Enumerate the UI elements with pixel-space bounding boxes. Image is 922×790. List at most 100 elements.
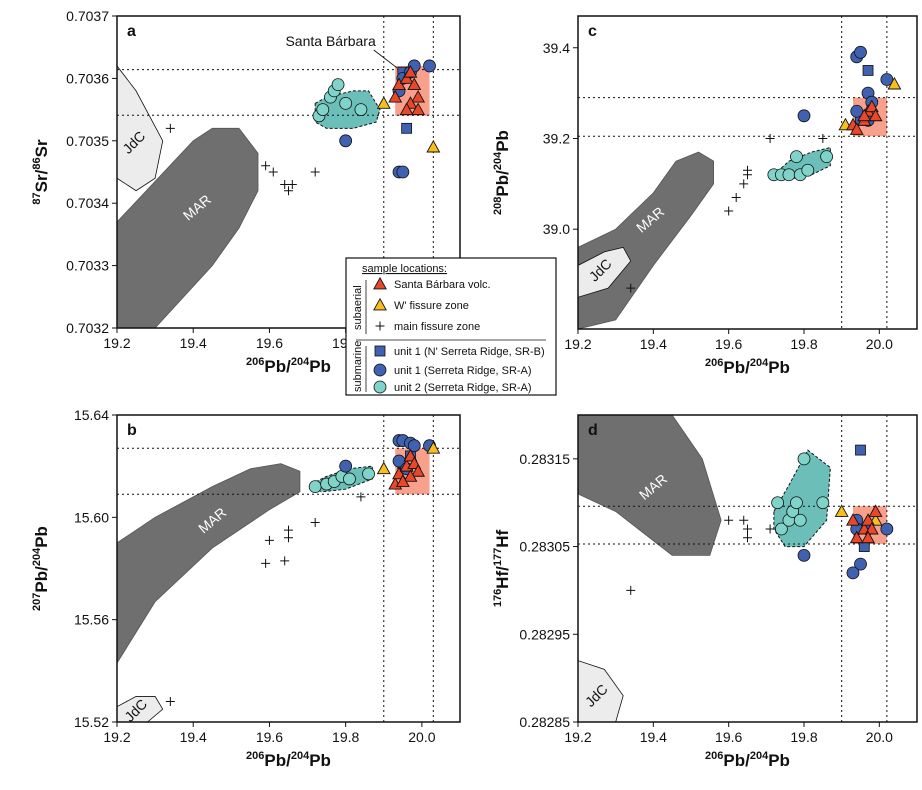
axis-label-element: Pb/ — [723, 751, 750, 770]
axis-label-superscript: 206 — [246, 750, 264, 762]
y-tick-label: 0.7034 — [66, 195, 109, 211]
x-tick-label: 19.6 — [715, 336, 742, 352]
data-point-tri-red — [857, 108, 872, 122]
y-tick-label: 0.7036 — [66, 70, 109, 86]
data-point-tri-red — [861, 513, 875, 526]
x-tick-label: 19.2 — [564, 336, 591, 352]
axis-label-superscript: 204 — [31, 547, 43, 566]
x-tick-label: 19.6 — [715, 729, 742, 745]
axis-label-element: Sr — [32, 139, 51, 157]
axis-label-superscript: 177 — [492, 548, 504, 566]
x-axis-label: 206Pb/204Pb — [246, 750, 331, 770]
plot-frame — [116, 15, 461, 329]
data-point-plus — [264, 535, 274, 545]
y-axis-label: 176Hf/177Hf — [492, 530, 512, 608]
panel-letter: b — [127, 422, 137, 439]
data-point-tri-yellow — [376, 96, 391, 109]
axis-label-element: Sr/ — [32, 169, 51, 192]
jdc-field — [117, 696, 164, 722]
data-point-plus — [626, 585, 636, 595]
y-tick-label: 0.7032 — [66, 320, 109, 336]
data-point-circle-blue — [423, 59, 436, 73]
data-point-circle-teal — [308, 480, 322, 494]
data-point-plus — [165, 123, 175, 133]
y-tick-label: 15.64 — [74, 407, 109, 423]
x-tick-label: 20.0 — [866, 729, 893, 745]
panel-letter: c — [588, 23, 597, 40]
panel-letter: d — [588, 422, 598, 439]
data-point-square-blue — [855, 444, 866, 456]
data-point-tri-yellow — [834, 504, 849, 517]
data-point-plus — [261, 161, 271, 171]
axis-label-superscript: 206 — [705, 750, 723, 762]
axis-label-element: Hf — [493, 530, 512, 548]
legend-item-label: main fissure zone — [394, 321, 480, 333]
x-tick-label: 19.8 — [790, 336, 817, 352]
y-tick-label: 39.0 — [543, 221, 570, 237]
axis-label-element: Pb — [768, 751, 790, 770]
data-point-plus — [287, 179, 297, 189]
axis-label-superscript: 206 — [705, 357, 723, 369]
data-point-tri-red — [403, 65, 418, 78]
legend-marker-circle-blue — [373, 363, 387, 377]
data-point-circle-teal — [816, 496, 830, 510]
data-point-plus — [284, 186, 293, 196]
legend-marker-tri-red — [373, 276, 387, 290]
data-point-tri-red — [868, 108, 883, 122]
data-point-circle-blue — [854, 557, 867, 571]
jdc-field — [117, 65, 164, 192]
data-point-circle-teal — [339, 96, 353, 110]
data-point-circle-teal — [797, 452, 811, 466]
legend: sample locations: subaerial submarine Sa… — [345, 257, 557, 396]
x-tick-label: 19.4 — [640, 336, 667, 352]
x-tick-label: 20.0 — [408, 729, 435, 745]
legend-marker-square-blue — [374, 345, 386, 357]
y-tick-label: 0.7035 — [66, 133, 109, 149]
panel-a: MARJdC19.219.419.619.820.00.70320.70330.… — [31, 8, 461, 376]
axis-label-superscript: 206 — [246, 356, 264, 368]
axis-label-superscript: 204 — [291, 750, 310, 762]
data-point-plus — [280, 179, 290, 189]
axis-label-superscript: 86 — [31, 157, 43, 169]
data-point-circle-teal — [790, 150, 803, 164]
axis-label-element: Hf/ — [493, 566, 512, 589]
data-point-plus — [743, 533, 752, 543]
x-tick-label: 19.6 — [256, 729, 283, 745]
data-point-plus — [310, 167, 320, 177]
data-point-plus — [284, 533, 293, 543]
data-point-circle-teal — [316, 103, 330, 116]
x-tick-label: 19.2 — [103, 729, 130, 745]
y-axis-label: 87Sr/86Sr — [31, 139, 51, 205]
jdc-field — [578, 246, 632, 298]
data-point-tri-red — [411, 102, 426, 116]
data-point-circle-blue — [850, 104, 864, 118]
data-point-square-blue — [401, 122, 413, 134]
y-tick-label: 15.56 — [74, 612, 109, 628]
axis-label-superscript: 207 — [31, 593, 43, 611]
legend-marker-plus — [375, 321, 385, 331]
data-point-tri-red — [861, 530, 875, 544]
legend-item-label: Santa Bárbara volc. — [394, 279, 491, 291]
x-tick-label: 19.4 — [180, 335, 207, 351]
mar-field — [117, 463, 301, 664]
data-point-circle-blue — [854, 45, 867, 59]
y-tick-label: 39.4 — [543, 40, 570, 56]
data-point-circle-teal — [793, 513, 807, 527]
axis-label-element: Pb/ — [264, 751, 291, 770]
data-point-plus — [818, 133, 828, 143]
mar-field — [117, 127, 259, 328]
annotation-leader — [373, 49, 398, 69]
data-point-tri-red — [849, 530, 864, 544]
legend-group-subaerial: subaerial — [352, 285, 364, 330]
axis-label-element: Pb — [309, 357, 331, 376]
data-point-plus — [739, 515, 749, 525]
mar-field — [578, 151, 714, 329]
x-tick-label: 19.2 — [564, 729, 591, 745]
axis-label-element: Pb — [493, 130, 512, 152]
data-point-plus — [743, 170, 752, 180]
x-axis-label: 206Pb/204Pb — [246, 356, 331, 376]
